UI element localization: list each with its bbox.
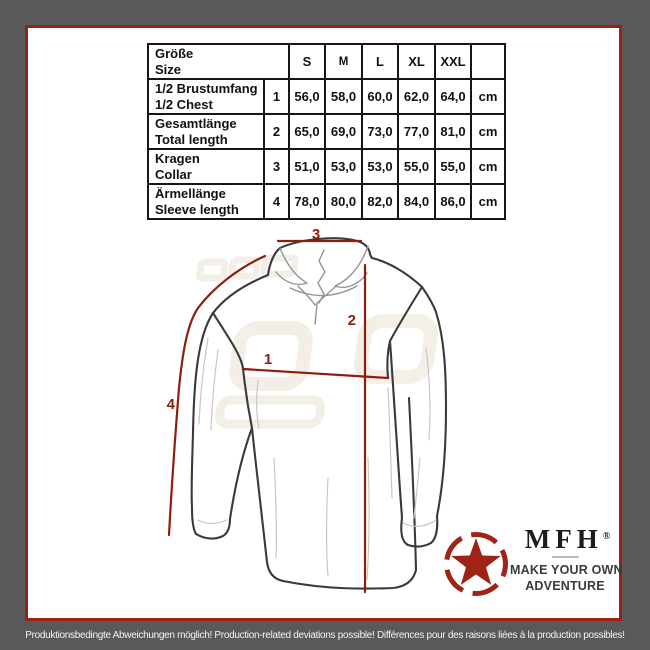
row-label-de: Kragen [155,151,200,166]
col-header-l: L [361,43,399,80]
registered-mark: ® [602,531,611,542]
col-header-s: S [288,43,326,80]
cell-value: 60,0 [361,78,399,115]
row-label-de: Ärmellänge [155,186,226,201]
measure-label-3: 3 [312,228,320,243]
row-label-sleeve: Ärmellänge Sleeve length [147,183,265,220]
row-label-en: 1/2 Chest [155,96,213,112]
cell-unit: cm [470,78,506,115]
tagline-line1: MAKE YOUR OWN [510,563,623,577]
col-header-unit [470,43,506,80]
measure-label-4: 4 [167,396,176,413]
cell-value: 86,0 [434,183,472,220]
cell-value: 56,0 [288,78,326,115]
brand-label: MFH [524,524,603,554]
cell-unit: cm [470,148,506,185]
garment-diagram: 3 2 1 4 [167,228,448,594]
logo-divider [551,556,579,558]
row-label-length: Gesamtlänge Total length [147,113,265,150]
cell-value: 73,0 [361,113,399,150]
cell-value: 64,0 [434,78,472,115]
brand-name: MFH® [510,522,625,554]
cell-value: 84,0 [397,183,436,220]
cell-unit: cm [470,113,506,150]
col-header-xxl: XXL [434,43,472,80]
corner-label-en: Size [155,61,182,77]
mfh-star-logo [444,532,508,596]
cell-value: 80,0 [324,183,363,220]
table-row-sleeve: Ärmellänge Sleeve length 4 78,0 80,0 82,… [147,183,506,220]
row-label-chest: 1/2 Brustumfang 1/2 Chest [147,78,265,115]
cell-value: 51,0 [288,148,326,185]
cell-unit: cm [470,183,506,220]
fabric-folds [197,337,437,581]
row-label-en: Sleeve length [155,201,239,217]
watermark [195,254,438,429]
cell-value: 69,0 [324,113,363,150]
measure-line-1 [241,367,390,380]
row-label-en: Collar [155,166,192,182]
cell-value: 55,0 [434,148,472,185]
cell-value: 53,0 [361,148,399,185]
footer-disclaimer: Produktionsbedingte Abweichungen möglich… [25,630,625,641]
table-corner-cell: Größe Size [147,43,290,80]
cell-value: 58,0 [324,78,363,115]
row-label-en: Total length [155,131,228,147]
cell-value: 77,0 [397,113,436,150]
cell-value: 78,0 [288,183,326,220]
row-ref: 3 [263,148,290,185]
row-ref: 4 [263,183,290,220]
row-ref: 2 [263,113,290,150]
measure-line-4 [167,254,267,537]
cell-value: 55,0 [397,148,436,185]
row-label-collar: Kragen Collar [147,148,265,185]
size-table: Größe Size S M L XL XXL 1/2 Brustumfang … [147,43,506,220]
col-header-xl: XL [397,43,436,80]
collar-details [275,245,369,325]
table-header-row: Größe Size S M L XL XXL [147,43,506,80]
tagline-line2: ADVENTURE [525,579,605,593]
measure-label-1: 1 [264,351,272,368]
row-label-de: Gesamtlänge [155,116,237,131]
row-label-de: 1/2 Brustumfang [155,81,258,96]
table-row-collar: Kragen Collar 3 51,0 53,0 53,0 55,0 55,0… [147,148,506,185]
cell-value: 62,0 [397,78,436,115]
row-ref: 1 [263,78,290,115]
table-row-chest: 1/2 Brustumfang 1/2 Chest 1 56,0 58,0 60… [147,78,506,115]
cell-value: 53,0 [324,148,363,185]
cell-value: 82,0 [361,183,399,220]
corner-label-de: Größe [155,46,194,61]
cell-value: 65,0 [288,113,326,150]
table-row-length: Gesamtlänge Total length 2 65,0 69,0 73,… [147,113,506,150]
measurement-lines [167,239,390,594]
col-header-m: M [324,43,363,80]
cell-value: 81,0 [434,113,472,150]
mfh-logo-text: MFH® MAKE YOUR OWN ADVENTURE [510,522,623,594]
measure-label-2: 2 [348,312,356,329]
star-icon [451,538,501,585]
